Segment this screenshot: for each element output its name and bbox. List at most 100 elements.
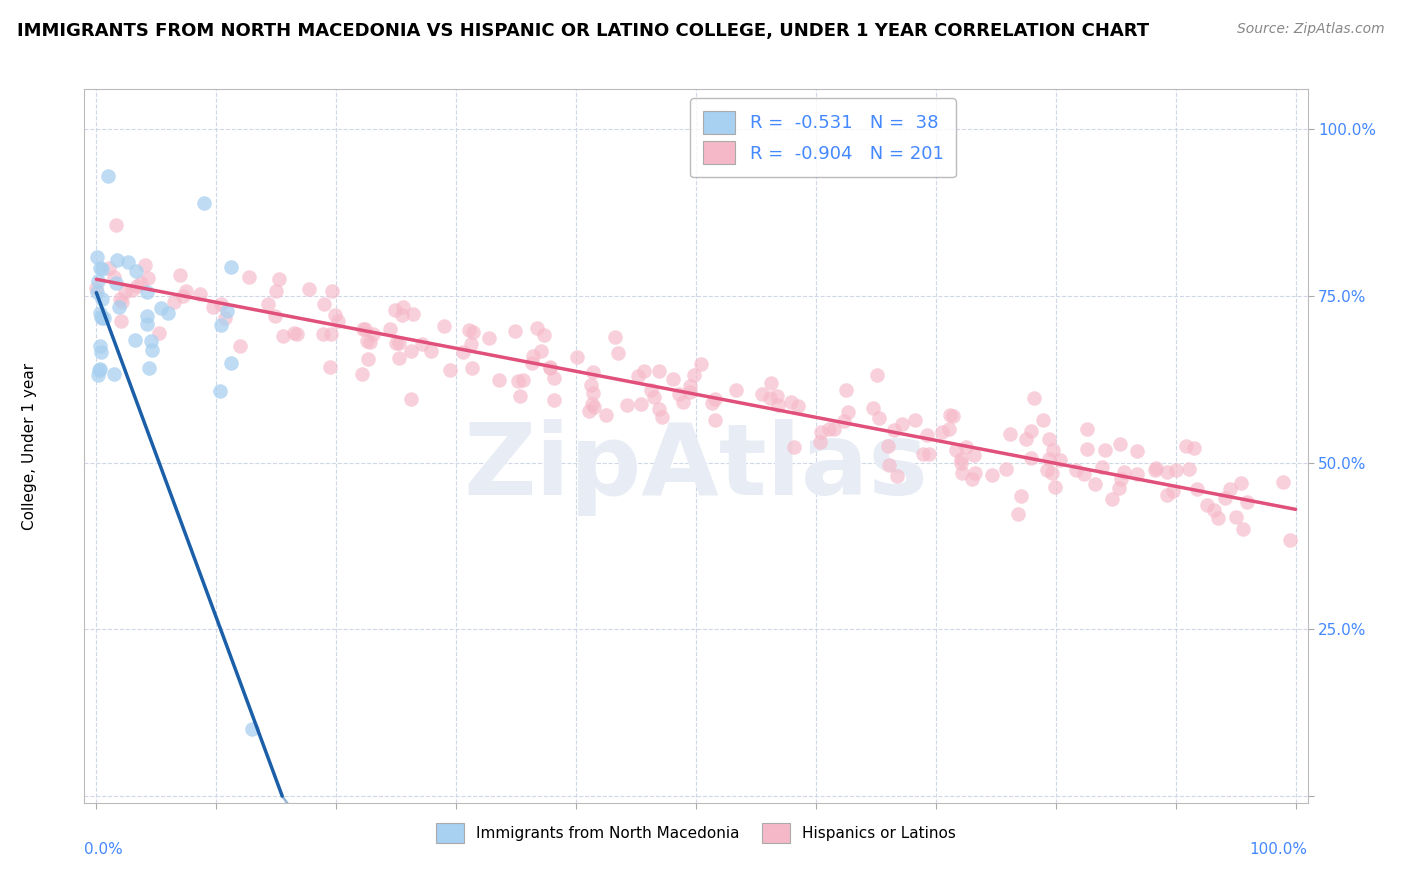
Point: [1032, 412, 1054, 426]
Point: [1144, 461, 1167, 475]
Point: [616, 398, 638, 412]
Point: [399, 392, 422, 407]
Point: [582, 365, 605, 379]
Point: [90, 345, 112, 359]
Point: [141, 334, 163, 348]
Point: [103, 269, 125, 284]
Point: [1156, 488, 1178, 502]
Point: [1197, 498, 1219, 512]
Point: [162, 295, 184, 310]
Point: [1175, 439, 1198, 453]
Point: [219, 260, 242, 274]
Point: [361, 326, 384, 341]
Text: 100.0%: 100.0%: [1250, 842, 1308, 857]
Point: [108, 300, 131, 314]
Point: [533, 328, 555, 343]
Point: [86, 281, 108, 295]
Point: [582, 385, 605, 400]
Point: [91, 311, 114, 326]
Point: [352, 367, 374, 381]
Point: [1007, 507, 1029, 521]
Point: [90, 292, 112, 306]
Point: [538, 359, 561, 374]
Point: [1042, 442, 1064, 457]
Point: [1182, 441, 1205, 455]
Point: [866, 368, 889, 382]
Point: [960, 472, 983, 486]
Point: [672, 395, 695, 409]
Point: [1230, 476, 1253, 491]
Point: [689, 357, 711, 371]
Point: [141, 343, 163, 357]
Point: [538, 360, 561, 375]
Point: [312, 296, 335, 310]
Point: [169, 268, 191, 282]
Point: [117, 255, 139, 269]
Point: [1000, 426, 1022, 441]
Point: [209, 318, 232, 333]
Point: [121, 284, 143, 298]
Point: [1225, 510, 1247, 524]
Point: [156, 305, 179, 319]
Point: [949, 452, 972, 467]
Point: [543, 370, 565, 384]
Point: [1112, 465, 1135, 479]
Point: [134, 258, 156, 272]
Point: [808, 434, 831, 449]
Point: [1185, 483, 1208, 497]
Point: [172, 288, 194, 302]
Point: [357, 351, 380, 366]
Point: [229, 339, 252, 353]
Point: [651, 409, 673, 424]
Point: [810, 425, 832, 439]
Point: [356, 334, 378, 348]
Point: [110, 292, 132, 306]
Point: [1094, 442, 1116, 457]
Point: [945, 442, 967, 457]
Point: [506, 374, 529, 388]
Point: [603, 330, 626, 344]
Point: [526, 321, 548, 335]
Point: [704, 413, 727, 427]
Point: [264, 285, 287, 299]
Point: [312, 327, 335, 342]
Point: [256, 297, 278, 311]
Point: [385, 335, 408, 350]
Point: [886, 469, 908, 483]
Legend: Immigrants from North Macedonia, Hispanics or Latinos: Immigrants from North Macedonia, Hispani…: [430, 817, 962, 848]
Point: [89, 362, 111, 376]
Point: [1045, 480, 1067, 494]
Point: [86, 285, 108, 299]
Point: [939, 408, 962, 422]
Point: [818, 422, 841, 436]
Point: [1073, 467, 1095, 481]
Point: [359, 335, 381, 350]
Point: [583, 400, 606, 414]
Point: [1271, 475, 1294, 490]
Point: [724, 383, 747, 397]
Text: College, Under 1 year: College, Under 1 year: [22, 362, 37, 530]
Point: [751, 386, 773, 401]
Point: [1202, 503, 1225, 517]
Point: [352, 322, 374, 336]
Point: [950, 467, 973, 481]
Point: [188, 287, 211, 301]
Point: [433, 319, 456, 334]
Point: [783, 440, 806, 454]
Point: [319, 359, 342, 374]
Point: [135, 317, 157, 331]
Point: [86, 250, 108, 264]
Point: [648, 364, 671, 378]
Point: [149, 301, 172, 316]
Point: [105, 218, 128, 232]
Text: Source: ZipAtlas.com: Source: ZipAtlas.com: [1237, 22, 1385, 37]
Point: [391, 301, 413, 315]
Point: [148, 326, 170, 340]
Point: [787, 399, 810, 413]
Point: [114, 285, 136, 300]
Point: [110, 313, 132, 327]
Point: [759, 376, 782, 390]
Point: [91, 262, 114, 277]
Point: [595, 409, 617, 423]
Point: [174, 284, 197, 298]
